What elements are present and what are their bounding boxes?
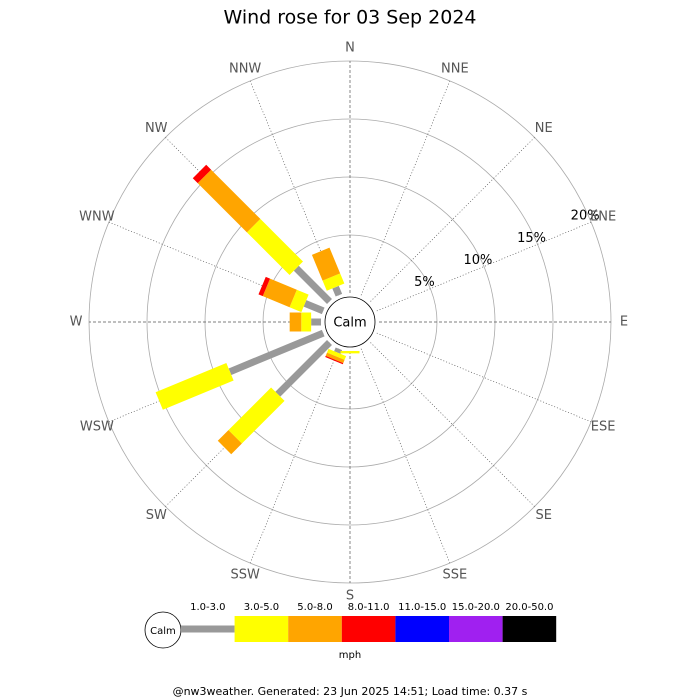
direction-label: SE <box>536 508 552 523</box>
direction-label: NW <box>145 121 168 136</box>
wind-bar <box>325 352 345 364</box>
legend-swatch <box>395 616 449 642</box>
wind-bar <box>322 273 345 291</box>
direction-label: WNW <box>79 210 115 225</box>
wind-bar <box>303 300 325 315</box>
grid: 5% 10% 15% 20% N NNE NE ENE E ESE SE SSE S SSW SW WSW W W… <box>70 41 629 604</box>
legend: Calm mph 1.0-3.0 3.0-5.0 5.0-8.0 8.0-11.0 11… <box>144 602 557 661</box>
legend-label: 11.0-15.0 <box>398 602 446 613</box>
wind-bar <box>293 265 332 304</box>
direction-label: ESE <box>591 419 616 434</box>
direction-label: WSW <box>80 419 114 434</box>
wind-bar <box>327 348 347 360</box>
legend-swatch <box>341 616 396 642</box>
direction-label: E <box>620 315 628 330</box>
legend-label: 5.0-8.0 <box>297 602 332 613</box>
legend-swatch <box>234 616 289 642</box>
wind-bar <box>228 387 285 444</box>
r-tick-label: 5% <box>414 275 435 290</box>
r-tick-label: 20% <box>571 209 600 224</box>
direction-label: NE <box>535 121 553 136</box>
direction-label: SSW <box>230 568 260 583</box>
direction-label: NNE <box>441 61 469 76</box>
direction-label: SSE <box>442 568 467 583</box>
direction-label: NNW <box>229 61 261 76</box>
legend-calm-label: Calm <box>150 626 176 637</box>
legend-label: 1.0-3.0 <box>190 602 225 613</box>
wind-bar <box>289 289 309 313</box>
bars <box>155 164 360 455</box>
wind-bar <box>275 340 332 397</box>
legend-swatch <box>288 616 342 642</box>
legend-label: 8.0-11.0 <box>348 602 390 613</box>
r-tick-label: 10% <box>464 253 493 268</box>
wind-bar <box>155 362 234 410</box>
direction-label: N <box>345 41 355 56</box>
wind-bar <box>228 329 325 375</box>
wind-bar <box>258 276 271 297</box>
chart-title: Wind rose for 03 Sep 2024 <box>223 7 476 29</box>
direction-label: ENE <box>590 210 616 225</box>
calm-label: Calm <box>333 316 366 331</box>
legend-swatch <box>449 616 503 642</box>
r-tick-label: 15% <box>517 231 546 246</box>
legend-label: 20.0-50.0 <box>505 602 553 613</box>
direction-label: SW <box>146 508 167 523</box>
wind-bar <box>311 247 341 281</box>
direction-label: S <box>346 589 354 604</box>
wind-bar <box>332 285 343 297</box>
legend-label: 15.0-20.0 <box>452 602 500 613</box>
calm-circle <box>324 296 376 348</box>
legend-label: 3.0-5.0 <box>244 602 279 613</box>
footer: @nw3weather. Generated: 23 Jun 2025 14:5… <box>173 685 528 698</box>
wind-bar <box>334 347 343 354</box>
legend-unit: mph <box>339 650 361 661</box>
direction-label: W <box>70 315 83 330</box>
wind-bar <box>192 164 212 184</box>
wind-bar <box>217 430 242 455</box>
legend-swatch <box>502 616 557 642</box>
wind-bar <box>197 169 261 233</box>
wind-bar <box>262 278 297 308</box>
wind-bar <box>246 218 303 275</box>
grid-ring <box>146 118 554 526</box>
